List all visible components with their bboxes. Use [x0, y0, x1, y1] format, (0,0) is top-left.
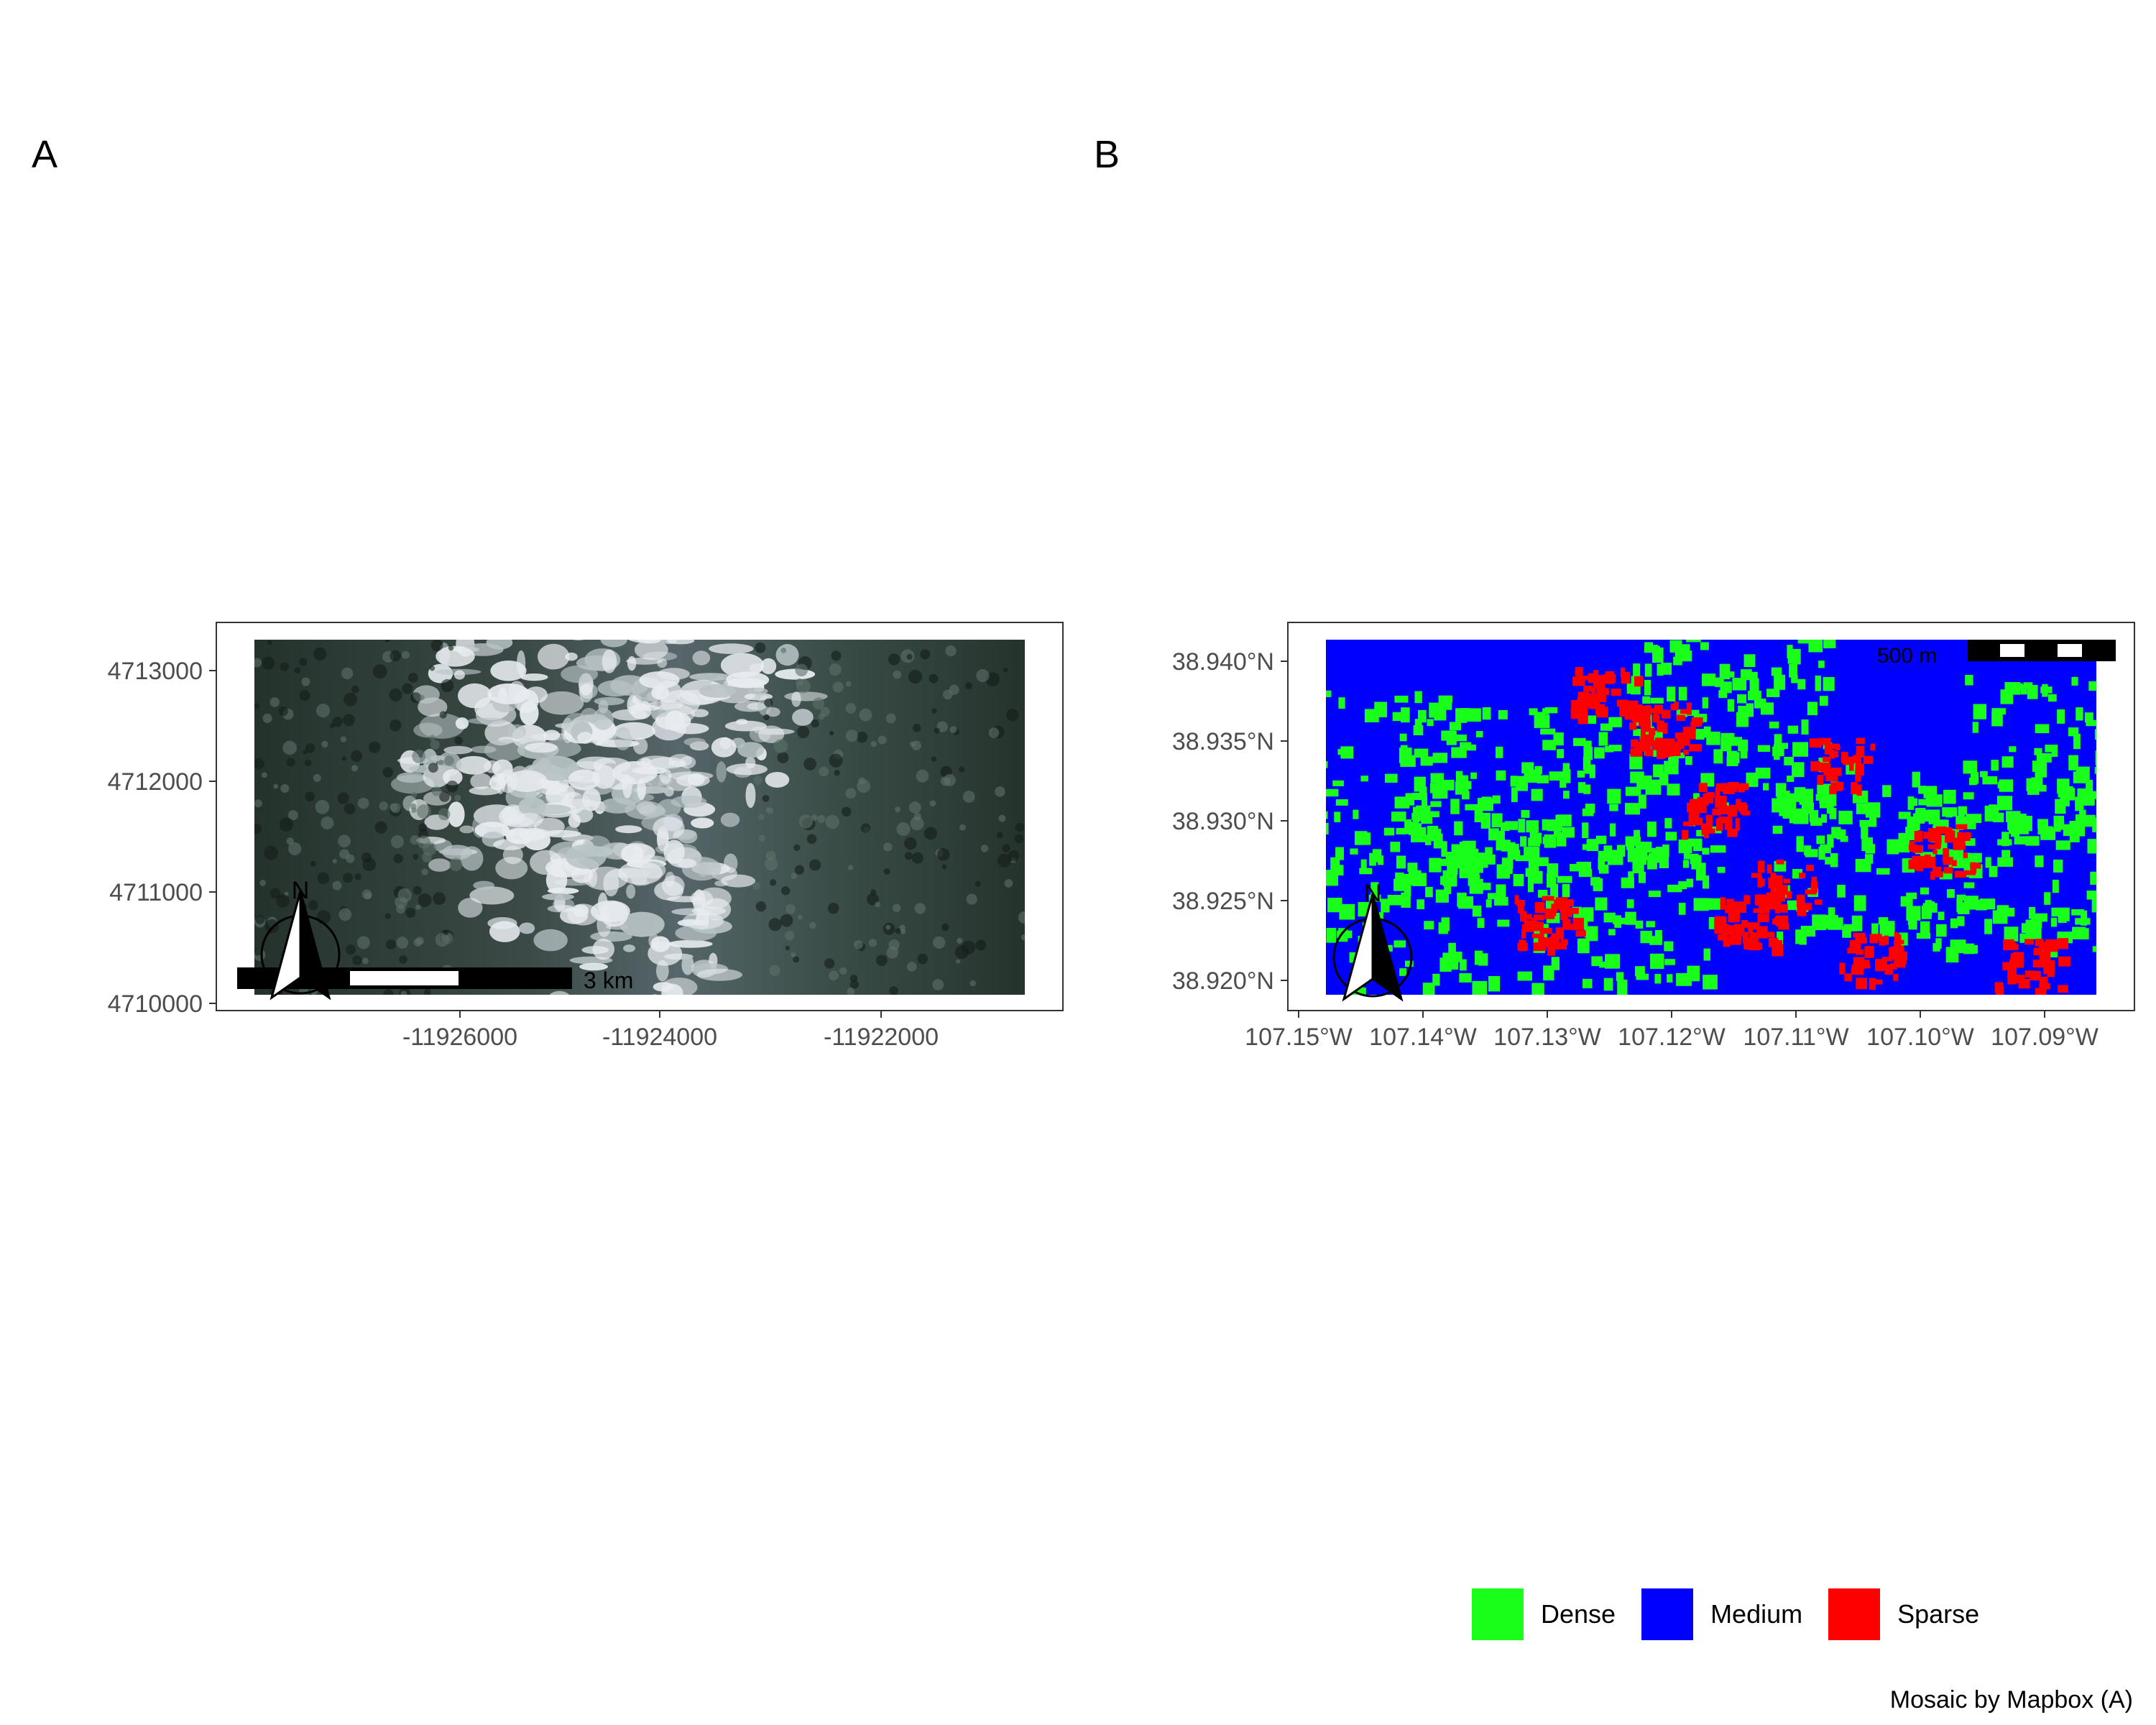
legend: Dense Medium Sparse: [1472, 1588, 2005, 1640]
legend-label-medium: Medium: [1710, 1599, 1803, 1629]
panel-b-scalebar: 500 m: [1877, 640, 2116, 668]
panel-a-scalebar-label: 3 km: [584, 967, 633, 993]
legend-swatch-sparse: [1828, 1588, 1881, 1640]
attribution-caption: Mosaic by Mapbox (A): [1889, 1686, 2133, 1714]
panel-b-xtick-label: 107.12°W: [1618, 1024, 1726, 1051]
density-raster: [1326, 640, 2096, 995]
panel-a-map: 4710000 4711000 4712000 4713000 -1192600…: [108, 622, 1064, 1051]
panel-a-xtick-label: -11924000: [602, 1024, 717, 1051]
panel-b-scalebar-label: 500 m: [1877, 644, 1937, 668]
panel-b-xtick-label: 107.15°W: [1245, 1024, 1353, 1051]
panel-a-ytick-label: 4710000: [108, 990, 203, 1018]
panel-a-xtick-label: -11922000: [824, 1024, 939, 1051]
legend-label-dense: Dense: [1541, 1599, 1616, 1629]
panel-a-ticks: [209, 670, 882, 1018]
legend-swatch-dense: [1472, 1588, 1524, 1640]
legend-item-medium: Medium: [1641, 1588, 1802, 1640]
panel-a-ytick-label: 4711000: [109, 879, 203, 906]
panel-a-ytick-label: 4712000: [108, 768, 203, 796]
panel-b-ytick-label: 38.925°N: [1172, 888, 1274, 915]
legend-item-sparse: Sparse: [1828, 1588, 1979, 1640]
legend-swatch-medium: [1641, 1588, 1694, 1640]
panel-b-xtick-label: 107.14°W: [1369, 1024, 1477, 1051]
panel-a-north-label: N: [292, 877, 310, 904]
panel-b-xtick-label: 107.10°W: [1866, 1024, 1974, 1051]
panel-a-label: A: [32, 133, 58, 176]
panel-b-ytick-label: 38.920°N: [1172, 967, 1274, 995]
north-arrow-icon: N: [260, 877, 341, 1000]
panel-a-frame: [216, 622, 1064, 1011]
panel-b-ytick-label: 38.940°N: [1172, 648, 1274, 676]
panel-b-ytick-label: 38.930°N: [1172, 808, 1274, 835]
panel-b-xtick-label: 107.11°W: [1743, 1024, 1848, 1051]
panel-b-ytick-label: 38.935°N: [1172, 728, 1274, 755]
panel-b-xtick-label: 107.13°W: [1493, 1024, 1601, 1051]
panel-b-xtick-label: 107.09°W: [1991, 1024, 2099, 1051]
panel-a-ytick-label: 4713000: [108, 658, 203, 685]
panel-a-xtick-label: -11926000: [402, 1024, 517, 1051]
panel-b-label: B: [1094, 133, 1120, 176]
panel-b-frame: [1287, 622, 2135, 1011]
satellite-image: [254, 640, 1025, 995]
legend-item-dense: Dense: [1472, 1588, 1616, 1640]
legend-label-sparse: Sparse: [1897, 1599, 1980, 1629]
north-arrow-icon: N: [1332, 880, 1413, 1002]
panel-b-north-label: N: [1364, 880, 1382, 907]
panel-b-ticks: [1281, 661, 2045, 1018]
panel-b-map: 38.920°N 38.925°N 38.930°N 38.935°N 38.9…: [1172, 622, 2135, 1051]
